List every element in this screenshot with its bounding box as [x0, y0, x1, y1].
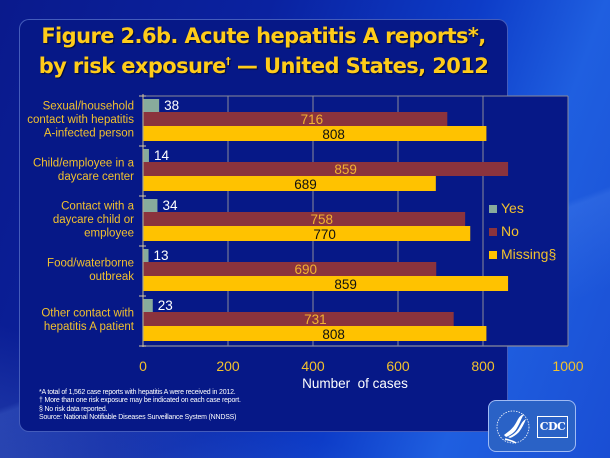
bar-missing-4	[143, 326, 487, 341]
category-label-line: contact with hepatitis	[27, 114, 134, 126]
value-label-no-1: 859	[334, 162, 357, 177]
category-label-line: A-infected person	[44, 128, 134, 140]
category-label-line: Sexual/household	[43, 101, 134, 113]
bar-yes-0	[143, 99, 160, 112]
category-label-line: daycare child or	[53, 214, 134, 226]
category-label-line: Other contact with	[41, 307, 134, 319]
value-label-yes-3: 13	[154, 248, 169, 263]
legend-swatch-missing	[489, 251, 497, 259]
bar-missing-3	[143, 276, 509, 291]
hhs-eagle-icon	[496, 410, 530, 444]
bar-no-0	[143, 112, 448, 126]
bar-yes-2	[143, 199, 158, 212]
bar-missing-2	[143, 226, 471, 241]
legend-label-yes: Yes	[501, 200, 524, 216]
bar-missing-1	[143, 176, 436, 191]
bar-yes-4	[143, 299, 153, 312]
x-axis-title: Number of cases	[302, 376, 408, 391]
footnote-multiple-exposure: † More than one risk exposure may be ind…	[39, 397, 241, 405]
legend-label-missing: Missing§	[501, 246, 556, 262]
category-label-3: Food/waterborne outbreak	[47, 257, 134, 283]
value-label-yes-0: 38	[164, 98, 179, 113]
chart-title-line-2-end: — United States, 2012	[230, 54, 489, 78]
category-label-line: daycare center	[58, 171, 134, 183]
category-label-1: Child/employee in a daycare center	[33, 157, 135, 183]
x-tick-label-800: 800	[471, 358, 495, 374]
category-label-line: Contact with a	[61, 201, 134, 213]
bar-no-2	[143, 212, 466, 226]
category-label-0: Sexual/household contact with hepatitis A-…	[27, 101, 134, 140]
footnote-source: Source: National Notifiable Diseases Sur…	[39, 414, 237, 422]
category-label-line: Food/waterborne	[47, 257, 134, 269]
value-label-missing-1: 689	[294, 177, 317, 192]
legend-label-no: No	[501, 223, 519, 239]
value-label-no-0: 716	[301, 112, 324, 127]
cdc-wordmark: CDC	[537, 416, 568, 438]
value-label-missing-2: 770	[313, 227, 336, 242]
footnotes: *A total of 1,562 case reports with hepa…	[39, 389, 339, 423]
category-label-line: hepatitis A patient	[44, 321, 135, 333]
value-label-yes-1: 14	[154, 148, 170, 163]
bar-no-4	[143, 312, 454, 326]
chart-title-line-2-main: by risk exposure	[38, 54, 227, 78]
category-label-line: outbreak	[89, 271, 134, 283]
x-tick-label-200: 200	[216, 358, 240, 374]
x-tick-label-600: 600	[386, 358, 410, 374]
chart-title-line-2: by risk exposure† — United States, 2012	[19, 49, 508, 79]
x-tick-label-1000: 1000	[552, 358, 583, 374]
value-label-missing-3: 859	[334, 277, 357, 292]
legend-swatch-no	[489, 228, 497, 236]
chart-title: Figure 2.6b. Acute hepatitis A reports*,…	[19, 24, 508, 79]
footnote-no-risk-data: § No risk data reported.	[39, 405, 108, 413]
value-label-no-2: 758	[311, 212, 334, 227]
category-label-line: employee	[84, 228, 134, 240]
chart-title-dagger: †	[225, 56, 231, 67]
bar-yes-3	[143, 249, 149, 262]
bar-no-3	[143, 262, 437, 276]
bar-no-1	[143, 162, 509, 176]
footnote-total: *A total of 1,562 case reports with hepa…	[39, 389, 236, 396]
value-label-missing-4: 808	[322, 327, 345, 342]
value-label-yes-2: 34	[162, 198, 178, 213]
cdc-logo: CDC	[488, 400, 576, 452]
x-tick-label-0: 0	[139, 358, 147, 374]
category-label-2: Contact with a daycare child or employee	[53, 201, 135, 240]
legend-swatch-yes	[489, 205, 497, 213]
value-label-no-4: 731	[304, 312, 327, 327]
bar-missing-0	[143, 126, 487, 141]
value-label-no-3: 690	[294, 262, 317, 277]
chart-title-line-1: Figure 2.6b. Acute hepatitis A reports*,	[41, 24, 486, 48]
category-label-4: Other contact with hepatitis A patient	[41, 307, 134, 333]
value-label-missing-0: 808	[322, 127, 345, 142]
value-label-yes-4: 23	[158, 298, 173, 313]
bar-yes-1	[143, 149, 149, 162]
x-tick-label-400: 400	[301, 358, 325, 374]
category-label-line: Child/employee in a	[33, 157, 135, 169]
